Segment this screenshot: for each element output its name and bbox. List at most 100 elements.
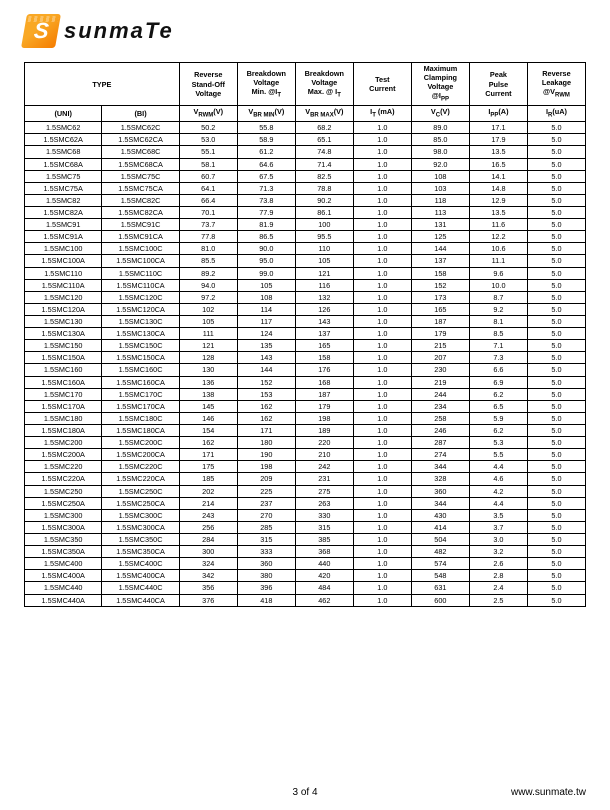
value-cell: 5.0 bbox=[527, 146, 585, 158]
value-cell: 171 bbox=[179, 449, 237, 461]
value-cell: 190 bbox=[237, 449, 295, 461]
value-cell: 344 bbox=[411, 461, 469, 473]
value-cell: 6.6 bbox=[469, 364, 527, 376]
value-cell: 5.0 bbox=[527, 315, 585, 327]
table-row: 1.5SMC75A1.5SMC75CA64.171.378.81.010314.… bbox=[25, 182, 586, 194]
table-row: 1.5SMC1601.5SMC160C1301441761.02306.65.0 bbox=[25, 364, 586, 376]
type-cell: 1.5SMC220 bbox=[25, 461, 102, 473]
value-cell: 74.8 bbox=[295, 146, 353, 158]
type-cell: 1.5SMC170CA bbox=[102, 400, 179, 412]
value-cell: 3.0 bbox=[469, 533, 527, 545]
value-cell: 103 bbox=[411, 182, 469, 194]
value-cell: 5.0 bbox=[527, 558, 585, 570]
value-cell: 1.0 bbox=[353, 376, 411, 388]
value-cell: 5.0 bbox=[527, 485, 585, 497]
value-cell: 285 bbox=[237, 521, 295, 533]
value-cell: 128 bbox=[179, 352, 237, 364]
hdr-bi: (BI) bbox=[102, 106, 179, 122]
value-cell: 380 bbox=[237, 570, 295, 582]
value-cell: 86.1 bbox=[295, 207, 353, 219]
logo-icon bbox=[21, 14, 61, 48]
value-cell: 11.1 bbox=[469, 255, 527, 267]
value-cell: 13.5 bbox=[469, 207, 527, 219]
value-cell: 121 bbox=[295, 267, 353, 279]
value-cell: 110 bbox=[295, 243, 353, 255]
type-cell: 1.5SMC220A bbox=[25, 473, 102, 485]
value-cell: 185 bbox=[179, 473, 237, 485]
type-cell: 1.5SMC300CA bbox=[102, 521, 179, 533]
value-cell: 8.7 bbox=[469, 291, 527, 303]
type-cell: 1.5SMC62CA bbox=[102, 134, 179, 146]
table-row: 1.5SMC1201.5SMC120C97.21081321.01738.75.… bbox=[25, 291, 586, 303]
type-cell: 1.5SMC62C bbox=[102, 122, 179, 134]
value-cell: 2.4 bbox=[469, 582, 527, 594]
value-cell: 2.8 bbox=[469, 570, 527, 582]
value-cell: 73.8 bbox=[237, 194, 295, 206]
value-cell: 125 bbox=[411, 231, 469, 243]
value-cell: 202 bbox=[179, 485, 237, 497]
value-cell: 98.0 bbox=[411, 146, 469, 158]
value-cell: 12.2 bbox=[469, 231, 527, 243]
value-cell: 55.1 bbox=[179, 146, 237, 158]
value-cell: 68.2 bbox=[295, 122, 353, 134]
type-cell: 1.5SMC300C bbox=[102, 509, 179, 521]
table-row: 1.5SMC82A1.5SMC82CA70.177.986.11.011313.… bbox=[25, 207, 586, 219]
value-cell: 99.0 bbox=[237, 267, 295, 279]
type-cell: 1.5SMC150A bbox=[25, 352, 102, 364]
table-row: 1.5SMC1801.5SMC180C1461621981.02585.95.0 bbox=[25, 412, 586, 424]
table-row: 1.5SMC220A1.5SMC220CA1852092311.03284.65… bbox=[25, 473, 586, 485]
value-cell: 111 bbox=[179, 328, 237, 340]
value-cell: 117 bbox=[237, 315, 295, 327]
value-cell: 1.0 bbox=[353, 582, 411, 594]
type-cell: 1.5SMC82CA bbox=[102, 207, 179, 219]
value-cell: 179 bbox=[411, 328, 469, 340]
value-cell: 187 bbox=[411, 315, 469, 327]
hdr-ir: IR(uA) bbox=[527, 106, 585, 122]
type-cell: 1.5SMC62 bbox=[25, 122, 102, 134]
value-cell: 1.0 bbox=[353, 558, 411, 570]
table-row: 1.5SMC62A1.5SMC62CA53.058.965.11.085.017… bbox=[25, 134, 586, 146]
type-cell: 1.5SMC160C bbox=[102, 364, 179, 376]
type-cell: 1.5SMC300 bbox=[25, 509, 102, 521]
type-cell: 1.5SMC130A bbox=[25, 328, 102, 340]
value-cell: 152 bbox=[237, 376, 295, 388]
value-cell: 162 bbox=[237, 400, 295, 412]
value-cell: 165 bbox=[295, 340, 353, 352]
value-cell: 1.0 bbox=[353, 182, 411, 194]
type-cell: 1.5SMC130CA bbox=[102, 328, 179, 340]
value-cell: 105 bbox=[237, 279, 295, 291]
type-cell: 1.5SMC130C bbox=[102, 315, 179, 327]
value-cell: 1.0 bbox=[353, 303, 411, 315]
value-cell: 1.0 bbox=[353, 424, 411, 436]
value-cell: 144 bbox=[237, 364, 295, 376]
value-cell: 1.0 bbox=[353, 594, 411, 606]
value-cell: 89.0 bbox=[411, 122, 469, 134]
value-cell: 230 bbox=[411, 364, 469, 376]
value-cell: 5.0 bbox=[527, 533, 585, 545]
value-cell: 5.0 bbox=[527, 303, 585, 315]
value-cell: 1.0 bbox=[353, 267, 411, 279]
value-cell: 5.0 bbox=[527, 582, 585, 594]
value-cell: 189 bbox=[295, 424, 353, 436]
value-cell: 146 bbox=[179, 412, 237, 424]
value-cell: 5.0 bbox=[527, 182, 585, 194]
value-cell: 5.0 bbox=[527, 424, 585, 436]
value-cell: 360 bbox=[411, 485, 469, 497]
hdr-reverse-standoff: Reverse Stand-Off Voltage bbox=[179, 63, 237, 106]
value-cell: 5.0 bbox=[527, 497, 585, 509]
value-cell: 113 bbox=[411, 207, 469, 219]
type-cell: 1.5SMC160CA bbox=[102, 376, 179, 388]
value-cell: 284 bbox=[179, 533, 237, 545]
value-cell: 5.0 bbox=[527, 521, 585, 533]
type-cell: 1.5SMC220CA bbox=[102, 473, 179, 485]
hdr-breakdown-min: Breakdown Voltage Min. @IT bbox=[237, 63, 295, 106]
type-cell: 1.5SMC68C bbox=[102, 146, 179, 158]
value-cell: 376 bbox=[179, 594, 237, 606]
value-cell: 548 bbox=[411, 570, 469, 582]
value-cell: 242 bbox=[295, 461, 353, 473]
value-cell: 67.5 bbox=[237, 170, 295, 182]
value-cell: 574 bbox=[411, 558, 469, 570]
value-cell: 95.5 bbox=[295, 231, 353, 243]
value-cell: 131 bbox=[411, 219, 469, 231]
value-cell: 13.5 bbox=[469, 146, 527, 158]
